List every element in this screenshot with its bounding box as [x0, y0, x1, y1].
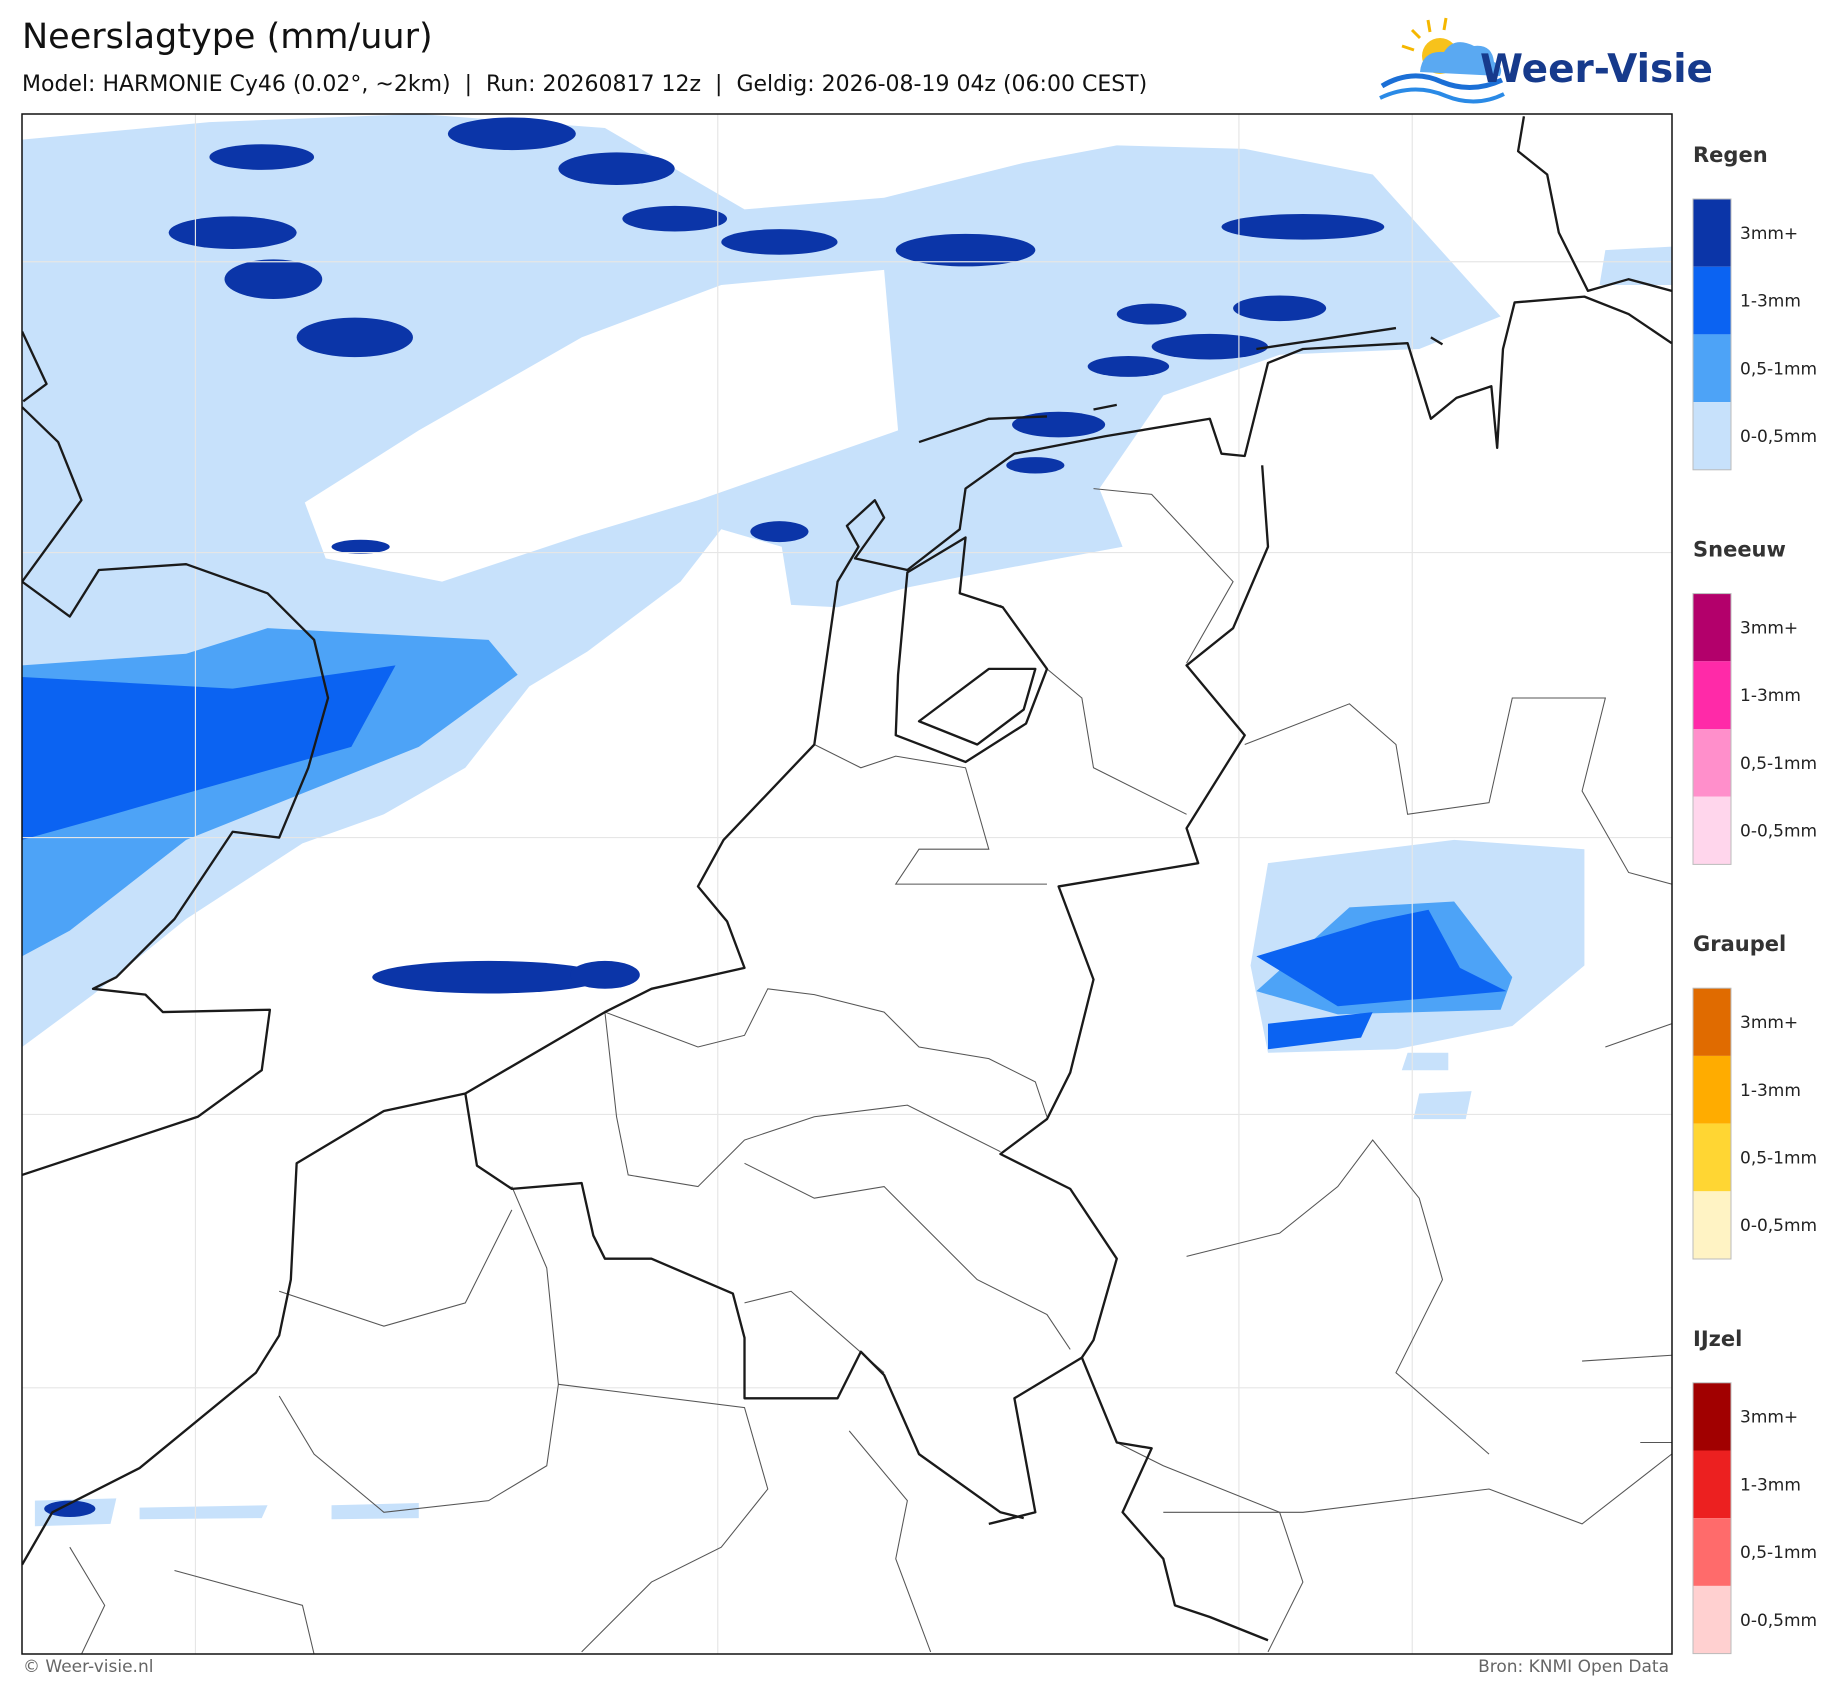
legend-frame	[1692, 987, 1732, 1260]
legend-title: Regen	[1693, 143, 1768, 167]
legend-frame	[1692, 198, 1732, 471]
legend-label: 0-0,5mm	[1740, 427, 1817, 447]
legend-title: Sneeuw	[1693, 538, 1786, 562]
legend-swatch	[1693, 266, 1731, 335]
legend-swatch	[1693, 1450, 1731, 1519]
legend-label: 3mm+	[1740, 618, 1798, 638]
legend-swatch	[1693, 1123, 1731, 1192]
legend-label: 1-3mm	[1740, 1081, 1801, 1101]
legend-label: 0,5-1mm	[1740, 754, 1817, 774]
legend-swatch	[1693, 402, 1731, 470]
legend-swatch	[1693, 1518, 1731, 1586]
legend-label: 0-0,5mm	[1740, 1216, 1817, 1236]
legend-label: 0-0,5mm	[1740, 1611, 1817, 1631]
source: Bron: KNMI Open Data	[1478, 1657, 1669, 1677]
legend-label: 1-3mm	[1740, 686, 1801, 706]
legend-frame	[1692, 593, 1732, 865]
legend-swatch	[1693, 593, 1731, 662]
rain-area	[34, 246, 1672, 1527]
legend-label: 0,5-1mm	[1740, 1543, 1817, 1563]
subtitle: Model: HARMONIE Cy46 (0.02°, ~2km) | Run…	[22, 72, 1147, 97]
legend-title: Graupel	[1693, 932, 1786, 956]
copyright: © Weer-visie.nl	[23, 1657, 153, 1677]
legend-swatch	[1693, 796, 1731, 865]
legend-label: 3mm+	[1740, 224, 1798, 244]
legend-swatch	[1693, 988, 1731, 1056]
legend-swatch	[1693, 334, 1731, 403]
legend-label: 1-3mm	[1740, 292, 1801, 312]
legend-title: IJzel	[1693, 1327, 1742, 1351]
coastlines	[22, 116, 1672, 1642]
legend-label: 3mm+	[1740, 1408, 1798, 1428]
legend-label: 1-3mm	[1740, 1475, 1801, 1495]
legend: Regen 3mm+ 1-3mm 0,5-1mm 0-0,5mm Sneeuw 3mm+ 1-…	[1692, 143, 1817, 1655]
logo-text: Weer-Visie	[1480, 47, 1713, 92]
rain-cells	[44, 117, 1385, 1517]
legend-frame	[1692, 1382, 1732, 1655]
legend-label: 0,5-1mm	[1740, 1148, 1817, 1168]
legend-swatch	[1693, 199, 1731, 267]
rain-area	[22, 628, 1513, 1015]
legend-label: 3mm+	[1740, 1013, 1798, 1033]
legend-swatch	[1693, 1585, 1731, 1654]
grid	[22, 114, 1672, 1654]
legend-swatch	[1693, 661, 1731, 729]
map	[21, 113, 1673, 1655]
title: Neerslagtype (mm/uur)	[22, 17, 433, 57]
legend-swatch	[1693, 1382, 1731, 1451]
rain-area	[22, 665, 1507, 1050]
legend-label: 0-0,5mm	[1740, 822, 1817, 842]
legend-swatch	[1693, 1191, 1731, 1259]
logo: Weer-Visie	[1379, 17, 1713, 104]
legend-swatch	[1693, 1055, 1731, 1124]
legend-label: 0,5-1mm	[1740, 359, 1817, 379]
legend-swatch	[1693, 729, 1731, 797]
